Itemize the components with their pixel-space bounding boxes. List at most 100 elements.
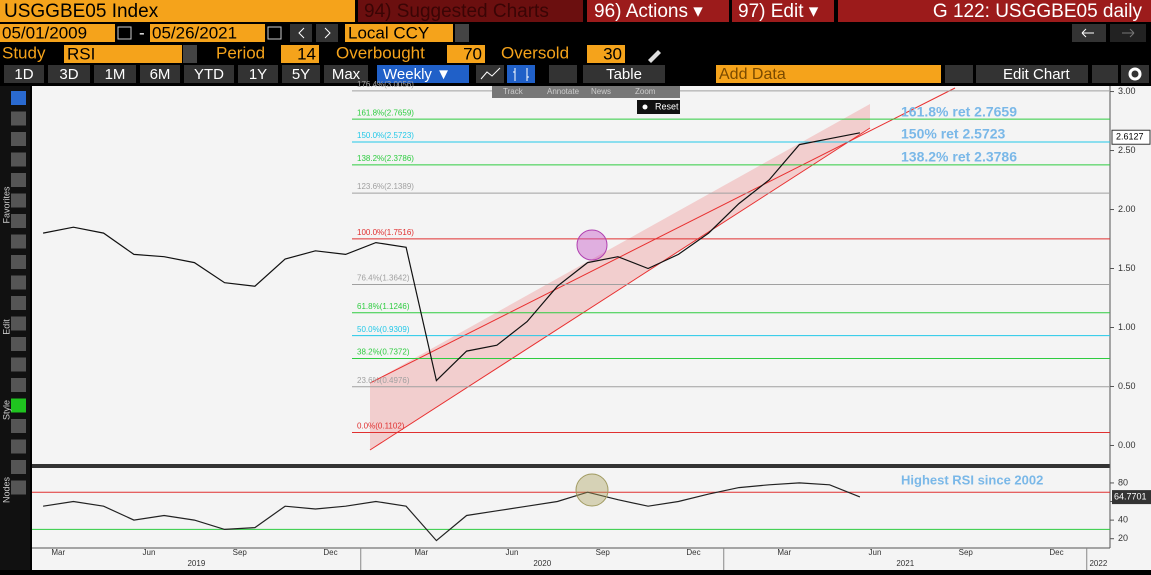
overlay-button[interactable]: Track	[503, 87, 524, 96]
redo-icon	[1122, 28, 1135, 38]
last-rsi-box	[1112, 490, 1151, 505]
prev-icon	[298, 27, 305, 39]
fib-label: 76.4%(1.3642)	[357, 274, 410, 283]
tool-icon[interactable]	[11, 357, 26, 372]
frequency-button[interactable]	[377, 65, 469, 83]
pen-icon[interactable]	[648, 50, 661, 63]
currency-dropdown[interactable]	[455, 24, 469, 42]
range-button[interactable]	[4, 65, 44, 83]
tool-icon[interactable]	[11, 337, 26, 351]
range-button[interactable]	[48, 65, 90, 83]
tool-icon[interactable]	[11, 193, 26, 208]
tool-icon[interactable]	[11, 214, 26, 228]
study-dropdown[interactable]	[183, 45, 197, 63]
last-rsi: 64.7701	[1114, 491, 1147, 501]
oversold-box[interactable]	[587, 45, 625, 63]
tool-icon[interactable]	[11, 460, 26, 474]
overlay-buttons: Track Annotate News Zoom	[503, 87, 656, 96]
tool-icon[interactable]	[11, 111, 26, 126]
y-tick-label: 3.00	[1118, 86, 1136, 96]
range-button[interactable]	[238, 65, 278, 83]
chart-id: G 122: USGGBE05 daily	[933, 1, 1143, 22]
y-tick-label: 0.50	[1118, 381, 1136, 391]
range-button[interactable]	[94, 65, 136, 83]
suggested-button[interactable]	[358, 0, 583, 22]
tool-icon[interactable]	[11, 132, 26, 146]
study-box[interactable]	[64, 45, 182, 63]
start-date: 05/01/2009	[2, 23, 87, 42]
tool-icon[interactable]	[11, 439, 26, 454]
x-tick-label: Jun	[506, 548, 519, 557]
x-tick-label: Dec	[1049, 548, 1063, 557]
tool-icon[interactable]	[11, 296, 26, 310]
overlay-button[interactable]: Zoom	[635, 87, 656, 96]
table-button[interactable]	[583, 65, 665, 83]
tool-icon[interactable]	[11, 419, 26, 433]
reset-icon	[642, 104, 648, 110]
range-button[interactable]	[324, 65, 368, 83]
tool-icon[interactable]	[11, 378, 26, 392]
y-tick-label: 0.00	[1118, 440, 1136, 450]
calendar-icon[interactable]	[117, 26, 132, 40]
add-data-box[interactable]	[716, 65, 941, 83]
overbought: 70	[463, 44, 482, 63]
overlay-button[interactable]: Annotate	[547, 87, 580, 96]
range-button[interactable]	[282, 65, 320, 83]
price-line	[42, 132, 861, 382]
next-icon	[324, 27, 331, 39]
tool-icon[interactable]	[11, 255, 26, 269]
period-box[interactable]	[281, 45, 319, 63]
suggested: 94) Suggested Charts	[364, 1, 549, 22]
line-icon	[480, 67, 501, 80]
last-price: 2.6127	[1116, 132, 1144, 142]
chart-type-dropdown[interactable]	[549, 65, 577, 83]
x-axis-area	[32, 548, 1151, 570]
tool-icon[interactable]	[11, 152, 26, 167]
range-label: YTD	[194, 66, 224, 83]
range-button[interactable]	[140, 65, 180, 83]
tool-icon[interactable]	[11, 234, 26, 249]
actions-button[interactable]	[587, 0, 729, 22]
next-button[interactable]	[316, 24, 338, 42]
tool-icon[interactable]	[11, 91, 26, 105]
side-label: Favorites	[1, 186, 11, 224]
x-tick-label: Sep	[233, 548, 248, 557]
settings-button[interactable]	[1121, 65, 1149, 83]
tool-icon[interactable]	[11, 173, 26, 187]
reset-button[interactable]	[637, 100, 680, 114]
table: Table	[606, 66, 642, 83]
bar-button[interactable]	[507, 65, 535, 83]
y-tick-label: 1.50	[1118, 263, 1136, 273]
currency-box[interactable]	[345, 24, 453, 42]
oversold-label: Oversold	[501, 43, 569, 62]
period-label: Period	[216, 43, 265, 62]
x-tick-label: Mar	[51, 548, 65, 557]
reset: Reset	[655, 101, 679, 111]
calendar-icon[interactable]	[267, 26, 282, 40]
end-date-box[interactable]	[150, 24, 265, 42]
draw-button[interactable]	[1092, 65, 1118, 83]
tool-icon[interactable]	[11, 275, 26, 290]
study-label: Study	[2, 43, 46, 62]
study: RSI	[67, 44, 95, 63]
start-date-box[interactable]	[0, 24, 115, 42]
x-tick-label: Jun	[869, 548, 882, 557]
range-button[interactable]	[184, 65, 234, 83]
overbought-box[interactable]	[447, 45, 485, 63]
tool-icon[interactable]	[11, 480, 26, 495]
bar-icon	[513, 68, 529, 81]
x-tick-label: Sep	[596, 548, 611, 557]
edit-chart-button[interactable]	[976, 65, 1088, 83]
prev-button[interactable]	[290, 24, 312, 42]
tool-icon[interactable]	[11, 398, 26, 413]
security-box[interactable]	[0, 0, 355, 22]
fib-label: 61.8%(1.1246)	[357, 302, 410, 311]
collapse-button[interactable]	[945, 65, 973, 83]
x-year-label: 2019	[187, 559, 205, 568]
range-label: 1M	[105, 66, 126, 83]
tool-icon[interactable]	[11, 316, 26, 331]
overlay-button[interactable]: News	[591, 87, 611, 96]
fib-label: 100.0%(1.7516)	[357, 228, 414, 237]
y-tick-label: 2.00	[1118, 204, 1136, 214]
edit-button[interactable]	[732, 0, 834, 22]
